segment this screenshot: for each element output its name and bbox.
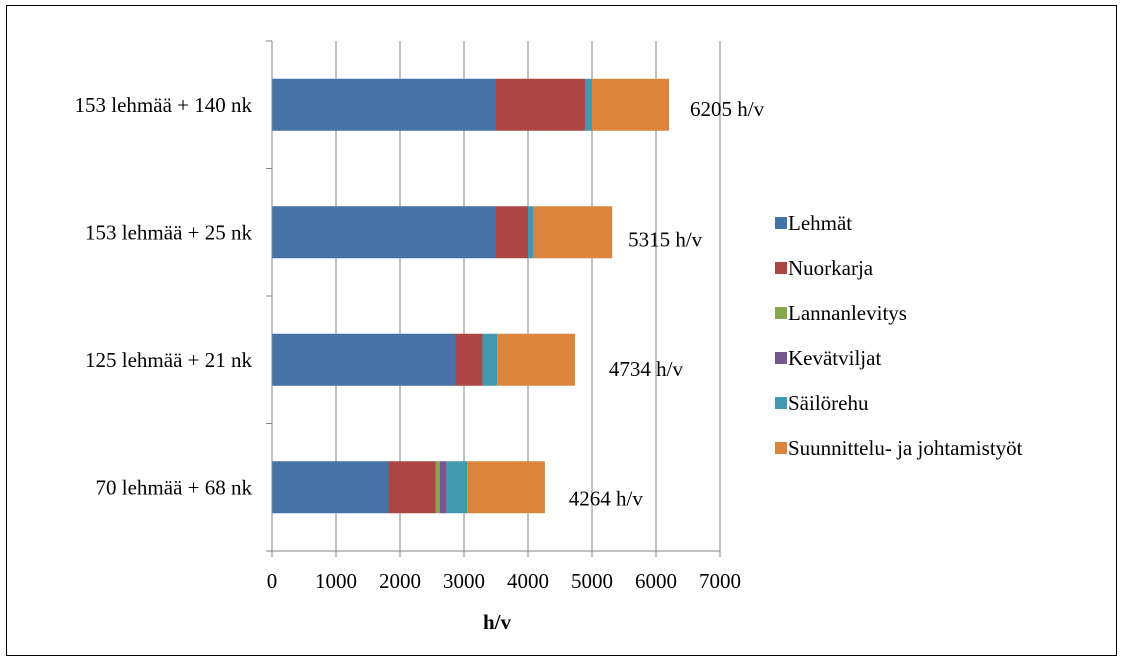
bar-total-label: 4264 h/v	[569, 486, 644, 510]
bar-segment	[435, 461, 440, 514]
bar-segment	[388, 461, 436, 514]
bar-segment	[584, 78, 592, 131]
x-axis-title: h/v	[483, 610, 512, 634]
legend-swatch	[775, 352, 787, 364]
bar-segment	[439, 461, 447, 514]
bar-total-label: 5315 h/v	[628, 227, 703, 251]
x-tick-label: 2000	[379, 569, 421, 593]
bar-segment	[496, 78, 585, 131]
x-tick-label: 0	[267, 569, 278, 593]
legend-swatch	[775, 262, 787, 274]
bar-segment	[272, 78, 496, 131]
x-tick-label: 7000	[699, 569, 741, 593]
legend-swatch	[775, 307, 787, 319]
bar-segment	[455, 333, 483, 386]
legend-label: Suunnittelu- ja johtamistyöt	[788, 436, 1023, 460]
y-category-label: 125 lehmää + 21 nk	[85, 348, 252, 372]
legend: Lehmät Nuorkarja Lannanlevitys Kevätviljat S…	[775, 211, 1023, 460]
bar-segment	[496, 206, 528, 259]
bar-segment	[272, 333, 456, 386]
legend-label: Nuorkarja	[788, 256, 874, 280]
x-tick-label: 3000	[443, 569, 485, 593]
y-category-label: 70 lehmää + 68 nk	[96, 475, 253, 499]
x-tick-label: 6000	[635, 569, 677, 593]
legend-label: Säilörehu	[788, 391, 869, 415]
bar-segment	[272, 206, 496, 259]
bar-segment	[533, 206, 613, 259]
bar-segment	[467, 461, 545, 514]
bar-segment	[272, 461, 389, 514]
bar-segment	[482, 333, 498, 386]
x-tick-label: 5000	[571, 569, 613, 593]
x-tick-label: 1000	[315, 569, 357, 593]
legend-swatch	[775, 442, 787, 454]
y-category-label: 153 lehmää + 140 nk	[75, 93, 253, 117]
legend-swatch	[775, 217, 787, 229]
legend-label: Lannanlevitys	[788, 301, 907, 325]
labels-group: 0 1000 2000 3000 4000 5000 6000 7000 153 lehmää …	[75, 93, 765, 593]
legend-label: Lehmät	[788, 211, 852, 235]
bar-segment	[497, 333, 575, 386]
bars-group	[272, 78, 670, 514]
bar-total-label: 6205 h/v	[690, 97, 765, 121]
x-tick-label: 4000	[507, 569, 549, 593]
y-category-label: 153 lehmää + 25 nk	[85, 220, 252, 244]
bar-segment	[528, 206, 534, 259]
legend-swatch	[775, 397, 787, 409]
legend-label: Kevätviljat	[788, 346, 881, 370]
bar-segment	[446, 461, 468, 514]
axes-group	[266, 40, 721, 557]
bar-total-label: 4734 h/v	[609, 357, 684, 381]
bar-segment	[592, 78, 670, 131]
